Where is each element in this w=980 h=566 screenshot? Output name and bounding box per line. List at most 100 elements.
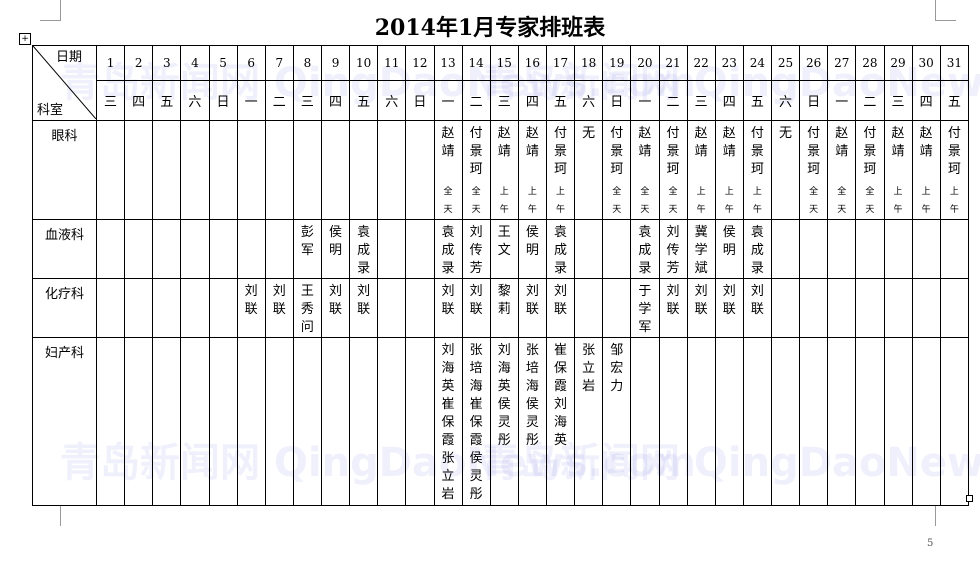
schedule-table: 日期 科室 1 2 3 4 5 6 7 8 9 10 11 12 13 14 15 16 17 18 19 20 21 2… [32,45,970,506]
doctor-name: 刘联 [469,284,483,317]
dept-name: 妇产科 [32,337,97,506]
shift-label: 上午 [696,187,706,215]
schedule-cell [320,120,351,220]
doctor-name: 付景珂 [750,126,764,177]
schedule-cell [208,278,238,338]
shift-label: 上午 [752,187,762,215]
day-number: 22 [686,45,716,81]
schedule-cell: 赵靖 上午 [883,120,913,220]
schedule-cell: 袁成录 [630,219,660,279]
schedule-cell: 侯明 [517,219,548,279]
dept-name: 眼科 [32,120,97,220]
diagonal-header-cell: 日期 科室 [32,45,97,121]
doctor-name: 崔保霞刘海英 [554,343,568,448]
schedule-cell [883,278,913,338]
doctor-name: 赵靖 [891,126,905,159]
schedule-cell [236,337,266,506]
schedule-cell: 赵靖 全天 [630,120,660,220]
weekday: 一 [827,80,857,121]
doctor-name: 刘联 [694,284,708,317]
dept-row: 化疗科 刘联 刘联 王秀问 刘联 刘联 刘联 刘联 黎莉 刘联 刘联 于学军 刘联 刘联 刘联 刘联 [32,278,970,338]
schedule-cell: 王文 [489,219,519,279]
shift-label: 上午 [556,187,566,215]
doctor-name: 袁成录 [441,225,455,276]
schedule-cell: 刘联 [517,278,548,338]
schedule-cell [292,337,323,506]
day-number: 17 [545,45,576,81]
schedule-cell [799,337,829,506]
day-number: 8 [292,45,323,81]
schedule-cell: 赵靖 上午 [489,120,519,220]
weekday: 三 [292,80,323,121]
shift-label: 全天 [865,187,875,215]
doctor-name: 刘传芳 [469,225,483,276]
schedule-cell [180,120,210,220]
schedule-cell: 付景珂 全天 [658,120,688,220]
day-number: 9 [320,45,351,81]
schedule-cell [742,337,773,506]
day-number: 5 [208,45,238,81]
schedule-cell [264,120,294,220]
doctor-name: 刘联 [244,284,258,317]
schedule-cell [377,219,407,279]
dept-name: 化疗科 [32,278,97,338]
schedule-cell: 刘海英崔保霞张立岩 [433,337,463,506]
schedule-cell: 张立岩 [574,337,604,506]
day-number: 6 [236,45,266,81]
doctor-name: 袁成录 [750,225,764,276]
doctor-name: 刘海英崔保霞张立岩 [441,343,455,502]
weekday: 三 [489,80,519,121]
doctor-name: 赵靖 [441,126,455,159]
doctor-name: 刘传芳 [666,225,680,276]
schedule-cell: 张培海侯灵彤 [517,337,548,506]
weekday: 六 [770,80,801,121]
weekday: 五 [545,80,576,121]
weekday: 一 [433,80,463,121]
schedule-cell: 付景珂 全天 [602,120,632,220]
schedule-cell: 赵靖 全天 [827,120,857,220]
schedule-cell: 刘联 [461,278,491,338]
weekday: 五 [152,80,182,121]
page-title: 2014年1月专家排班表 [374,15,606,41]
day-number: 31 [939,45,970,81]
schedule-cell [124,219,154,279]
table-resize-handle[interactable] [966,495,973,502]
doctor-name: 张培海侯灵彤 [525,343,539,448]
schedule-cell: 付景珂 上午 [939,120,970,220]
schedule-cell: 袁成录 [349,219,379,279]
schedule-cell: 刘传芳 [658,219,688,279]
day-number: 3 [152,45,182,81]
weekday: 四 [320,80,351,121]
doctor-name: 付景珂 [947,126,961,177]
schedule-cell [180,278,210,338]
weekday: 日 [405,80,435,121]
schedule-cell [264,337,294,506]
corner-mark [40,0,61,21]
schedule-cell: 袁成录 [742,219,773,279]
date-label: 日期 [55,50,82,65]
weekday: 二 [264,80,294,121]
schedule-cell [208,337,238,506]
day-number: 24 [742,45,773,81]
doctor-name: 袁成录 [638,225,652,276]
doctor-name: 付景珂 [807,126,821,177]
dept-row: 妇产科 刘海英崔保霞张立岩 张培海崔保霞侯灵彤 刘海英侯灵彤 张培海侯灵彤 崔保霞刘海英张… [32,337,970,506]
schedule-cell [714,337,744,506]
schedule-cell [602,278,632,338]
doctor-name: 刘联 [329,284,343,317]
schedule-cell [264,219,294,279]
schedule-cell: 赵靖 上午 [517,120,548,220]
doctor-name: 黎莉 [497,284,511,317]
weekday: 一 [630,80,660,121]
schedule-cell [405,278,435,338]
shift-label: 全天 [837,187,847,215]
schedule-cell: 刘联 [658,278,688,338]
schedule-cell [770,278,801,338]
day-number: 19 [602,45,632,81]
day-number: 27 [827,45,857,81]
day-number: 13 [433,45,463,81]
table-move-handle-icon[interactable]: + [19,33,31,45]
doctor-name: 王文 [497,225,511,258]
schedule-cell: 袁成录 [433,219,463,279]
doctor-name: 刘联 [554,284,568,317]
